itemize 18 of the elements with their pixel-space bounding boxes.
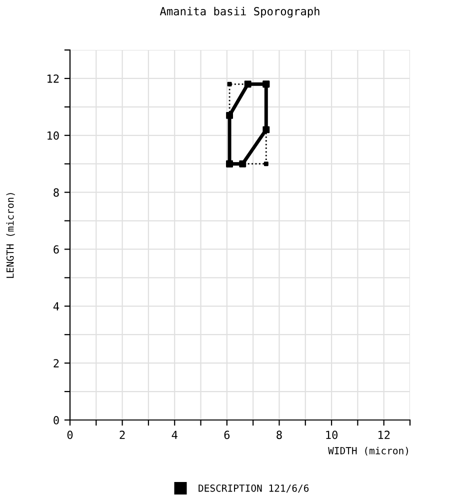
x-tick-label: 12 xyxy=(378,430,390,439)
y-axis-title: LENGTH (micron) xyxy=(6,193,15,278)
y-tick-label: 10 xyxy=(48,131,59,140)
y-tick-label: 4 xyxy=(53,302,60,310)
x-axis-title: WIDTH (micron) xyxy=(328,446,408,456)
chart-title: Amanita basii Sporograph xyxy=(160,6,320,18)
x-tick-label: 6 xyxy=(224,430,230,440)
y-tick-label: 6 xyxy=(54,245,59,254)
x-tick-label: 8 xyxy=(276,430,282,440)
y-tick-label: 2 xyxy=(54,359,59,368)
x-tick-label: 10 xyxy=(326,430,338,440)
x-tick-label: 4 xyxy=(172,430,178,439)
y-tick-label: 12 xyxy=(48,74,59,83)
x-tick-label: 2 xyxy=(120,430,125,439)
y-tick-label: 0 xyxy=(54,416,59,424)
y-tick-label: 8 xyxy=(54,188,59,197)
x-tick-label: 0 xyxy=(67,430,73,440)
legend-label: DESCRIPTION 121/6/6 xyxy=(198,484,309,493)
